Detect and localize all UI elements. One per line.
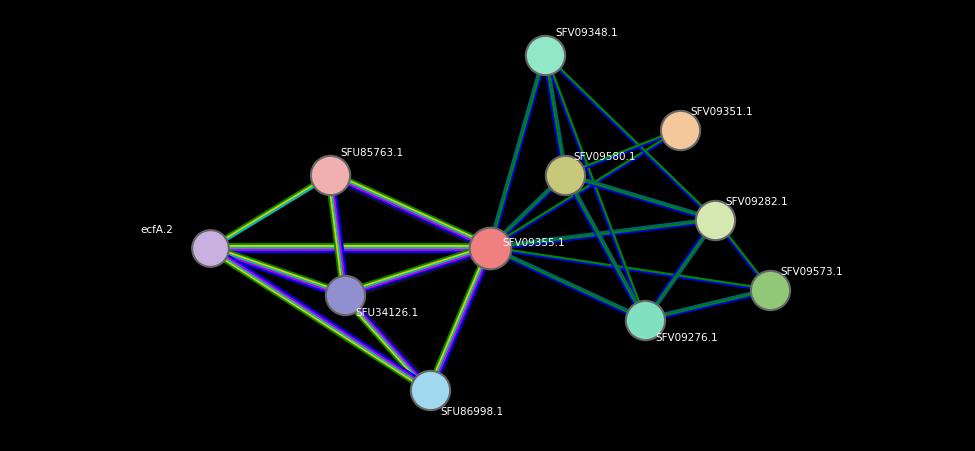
Point xyxy=(638,317,653,324)
Point xyxy=(322,171,337,179)
Text: SFU85763.1: SFU85763.1 xyxy=(340,148,403,158)
Text: SFV09351.1: SFV09351.1 xyxy=(690,107,753,117)
Point xyxy=(422,387,438,394)
Text: SFV09276.1: SFV09276.1 xyxy=(655,333,718,343)
Text: SFV09282.1: SFV09282.1 xyxy=(725,197,788,207)
Point xyxy=(762,286,778,294)
Point xyxy=(672,126,687,133)
Point xyxy=(537,51,553,59)
Point xyxy=(557,171,572,179)
Point xyxy=(202,244,217,252)
Point xyxy=(337,291,353,299)
Text: ecfA.2: ecfA.2 xyxy=(140,225,173,235)
Point xyxy=(483,244,498,252)
Text: SFV09573.1: SFV09573.1 xyxy=(780,267,842,277)
Text: SFV09580.1: SFV09580.1 xyxy=(573,152,636,162)
Text: SFU34126.1: SFU34126.1 xyxy=(355,308,418,318)
Text: SFU86998.1: SFU86998.1 xyxy=(440,407,503,417)
Text: SFV09348.1: SFV09348.1 xyxy=(555,28,617,38)
Point xyxy=(707,216,722,224)
Text: SFV09355.1: SFV09355.1 xyxy=(502,238,565,248)
